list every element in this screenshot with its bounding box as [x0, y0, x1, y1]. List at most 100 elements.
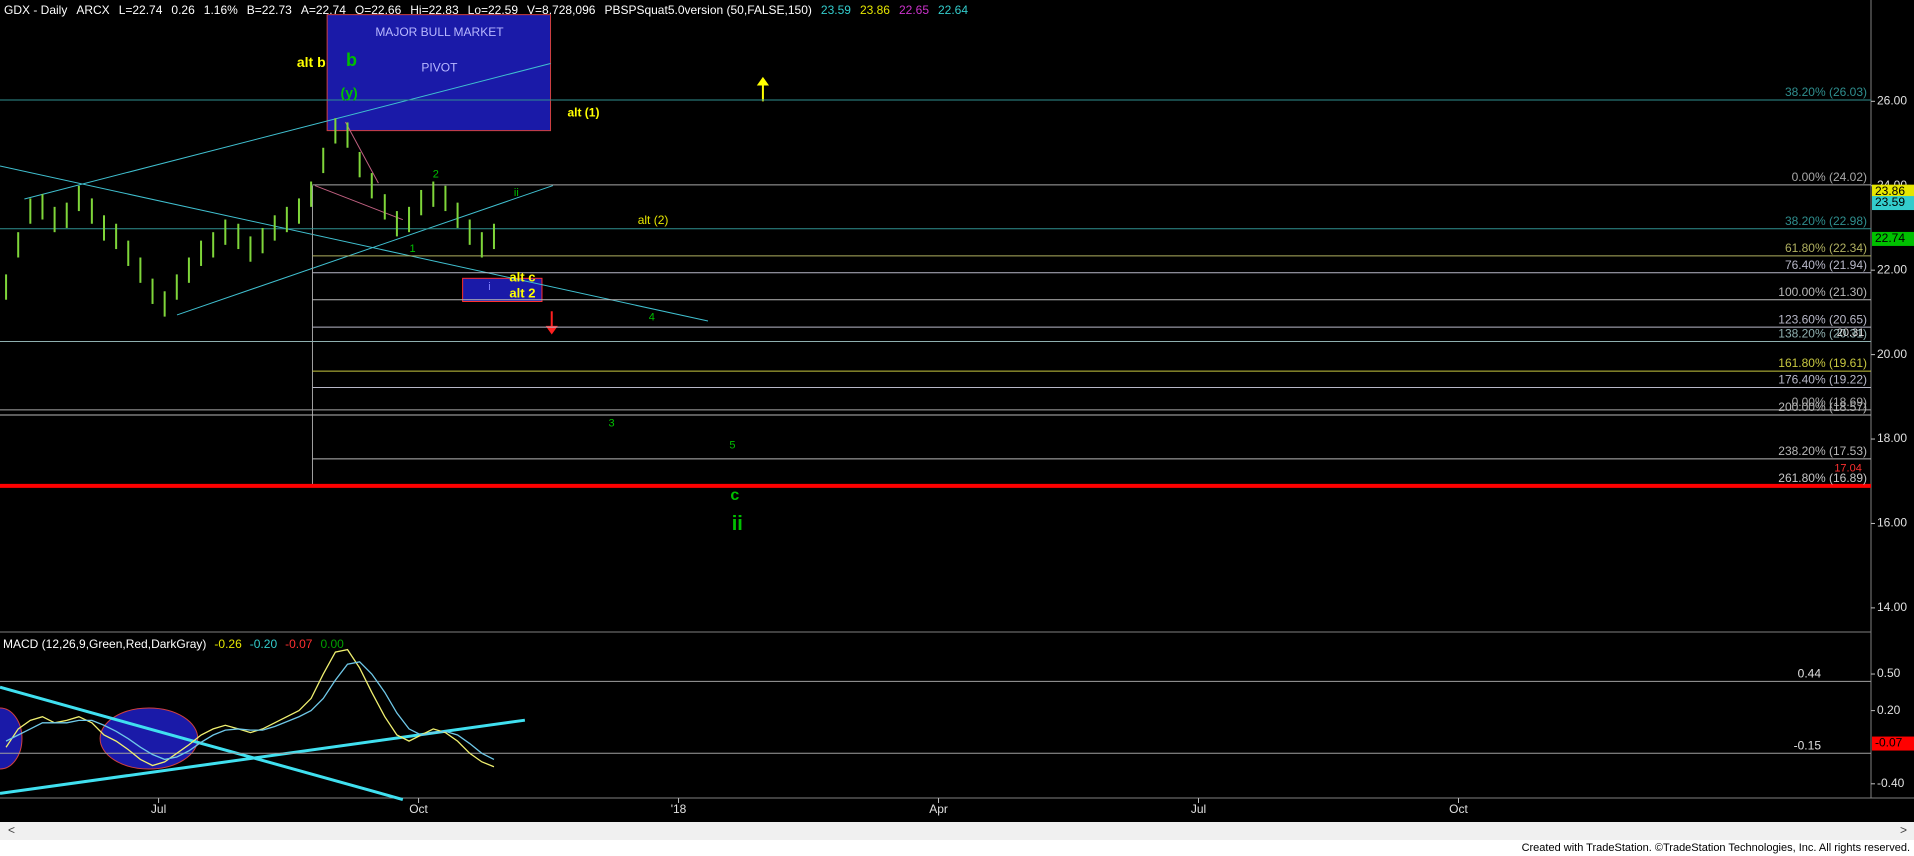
y-tick-label: 14.00 [1877, 600, 1907, 614]
fib-label: 0.00% (18.69) [1792, 395, 1867, 409]
macd-name: MACD (12,26,9,Green,Red,DarkGray) [3, 637, 206, 651]
x-tick-label: '18 [671, 802, 687, 816]
wave-label: ii [514, 187, 519, 199]
pivot-box-label: MAJOR BULL MARKET [375, 25, 504, 39]
macd-flag-label: -0.07 [1875, 736, 1903, 750]
fib-label: 76.40% (21.94) [1785, 258, 1867, 272]
macd-level-label: -0.15 [1794, 738, 1822, 752]
pivot-box-label: PIVOT [421, 61, 458, 75]
macd-level-label: 0.44 [1798, 667, 1822, 681]
wave-label: 1 [410, 243, 416, 255]
price-flag [1872, 196, 1914, 211]
macd-readout: -0.07 [285, 637, 313, 651]
wave-label: 2 [433, 168, 439, 180]
x-tick-label: Jul [151, 802, 166, 816]
target-box [462, 277, 543, 303]
wave-label: 20.31 [1837, 327, 1865, 339]
wave-label: 3 [608, 417, 614, 429]
header-item: ARCX [76, 3, 109, 17]
trend-line [176, 185, 554, 316]
x-tick-label: Oct [1449, 802, 1468, 816]
fib-label: 38.20% (26.03) [1785, 85, 1867, 99]
scroll-left[interactable]: < [8, 823, 15, 837]
wave-label: alt 2 [509, 286, 535, 301]
header-item: V=8,728,096 [527, 3, 596, 17]
header-item: Lo=22.59 [468, 3, 519, 17]
scrollbar[interactable] [0, 822, 1914, 840]
header-item: 0.26 [171, 3, 195, 17]
header-item: 23.59 [821, 3, 851, 17]
header-item: 22.64 [938, 3, 968, 17]
wave-label: alt (1) [567, 106, 599, 120]
fib-label: 100.00% (21.30) [1778, 285, 1867, 299]
price-flag-label: 22.74 [1875, 231, 1905, 245]
price-flag-label: 23.86 [1875, 184, 1905, 198]
header-item: B=22.73 [247, 3, 292, 17]
trend-line [24, 62, 551, 200]
fib-label: 161.80% (19.61) [1778, 356, 1867, 370]
macd-trend [0, 685, 404, 801]
macd-readout: -0.20 [250, 637, 278, 651]
fib-label: 138.20% (20.31) [1778, 327, 1867, 341]
trend-line [0, 165, 709, 322]
macd-y-tick-label: 0.20 [1877, 703, 1901, 717]
fib-label: 176.40% (19.22) [1778, 373, 1867, 387]
header-item: 1.16% [204, 3, 238, 17]
fib-label: 238.20% (17.53) [1778, 444, 1867, 458]
arrow-up-head [756, 76, 770, 86]
header-item: GDX - Daily [4, 3, 67, 17]
fib-label: 261.80% (16.89) [1778, 471, 1867, 485]
price-flag [1872, 231, 1914, 246]
macd-y-tick-label: 0.50 [1877, 666, 1901, 680]
price-flag [1872, 184, 1914, 199]
header-item: O=22.66 [355, 3, 402, 17]
wave-label: c [730, 487, 739, 504]
arrow-down-head [545, 325, 558, 335]
fib-label: 38.20% (22.98) [1785, 214, 1867, 228]
header-item: L=22.74 [119, 3, 163, 17]
y-tick-label: 16.00 [1877, 516, 1907, 530]
x-tick-label: Jul [1191, 802, 1206, 816]
footer-bar [0, 840, 1914, 856]
x-tick-label: Apr [929, 802, 948, 816]
macd-readout: -0.26 [214, 637, 242, 651]
fib-label: 200.00% (18.57) [1778, 400, 1867, 414]
wave-label: alt c [509, 270, 535, 285]
macd-flag [1872, 736, 1914, 751]
x-tick-label: Oct [409, 802, 428, 816]
wave-label: alt (2) [638, 213, 669, 227]
wave-dash [314, 185, 404, 221]
fib-label: 61.80% (22.34) [1785, 241, 1867, 255]
y-tick-label: 20.00 [1877, 347, 1907, 361]
footer: Created with TradeStation. ©TradeStation… [1522, 842, 1910, 854]
fib-label: 0.00% (24.02) [1792, 170, 1867, 184]
y-tick-label: 26.00 [1877, 93, 1907, 107]
header: GDX - Daily ARCX L=22.74 0.26 1.16% B=22.73 A=… [4, 3, 968, 17]
wave-label: 5 [729, 439, 735, 451]
header-item: 22.65 [899, 3, 929, 17]
header-item: Hi=22.83 [410, 3, 459, 17]
y-tick-label: 18.00 [1877, 431, 1907, 445]
macd-line [5, 661, 495, 761]
macd-title: MACD (12,26,9,Green,Red,DarkGray) -0.26 -0… [3, 637, 344, 651]
wave-label: ii [732, 513, 743, 535]
fib-label: 123.60% (20.65) [1778, 312, 1867, 326]
wave-label: b [346, 50, 357, 70]
macd-y-tick-label: -0.40 [1877, 776, 1905, 790]
header-item: A=22.74 [301, 3, 346, 17]
wave-label: 4 [649, 311, 655, 323]
wave-label: alt b [297, 54, 326, 70]
y-tick-label: 22.00 [1877, 262, 1907, 276]
wave-label: (y) [341, 85, 358, 101]
header-item: PBSPSquat5.0version (50,FALSE,150) [604, 3, 811, 17]
wave-label: 17.04 [1834, 463, 1862, 475]
price-flag-label: 23.59 [1875, 195, 1905, 209]
wave-label: i [488, 281, 490, 293]
scroll-right[interactable]: > [1900, 823, 1907, 837]
header-item: 23.86 [860, 3, 890, 17]
macd-readout: 0.00 [320, 637, 344, 651]
wave-dash [345, 121, 379, 184]
